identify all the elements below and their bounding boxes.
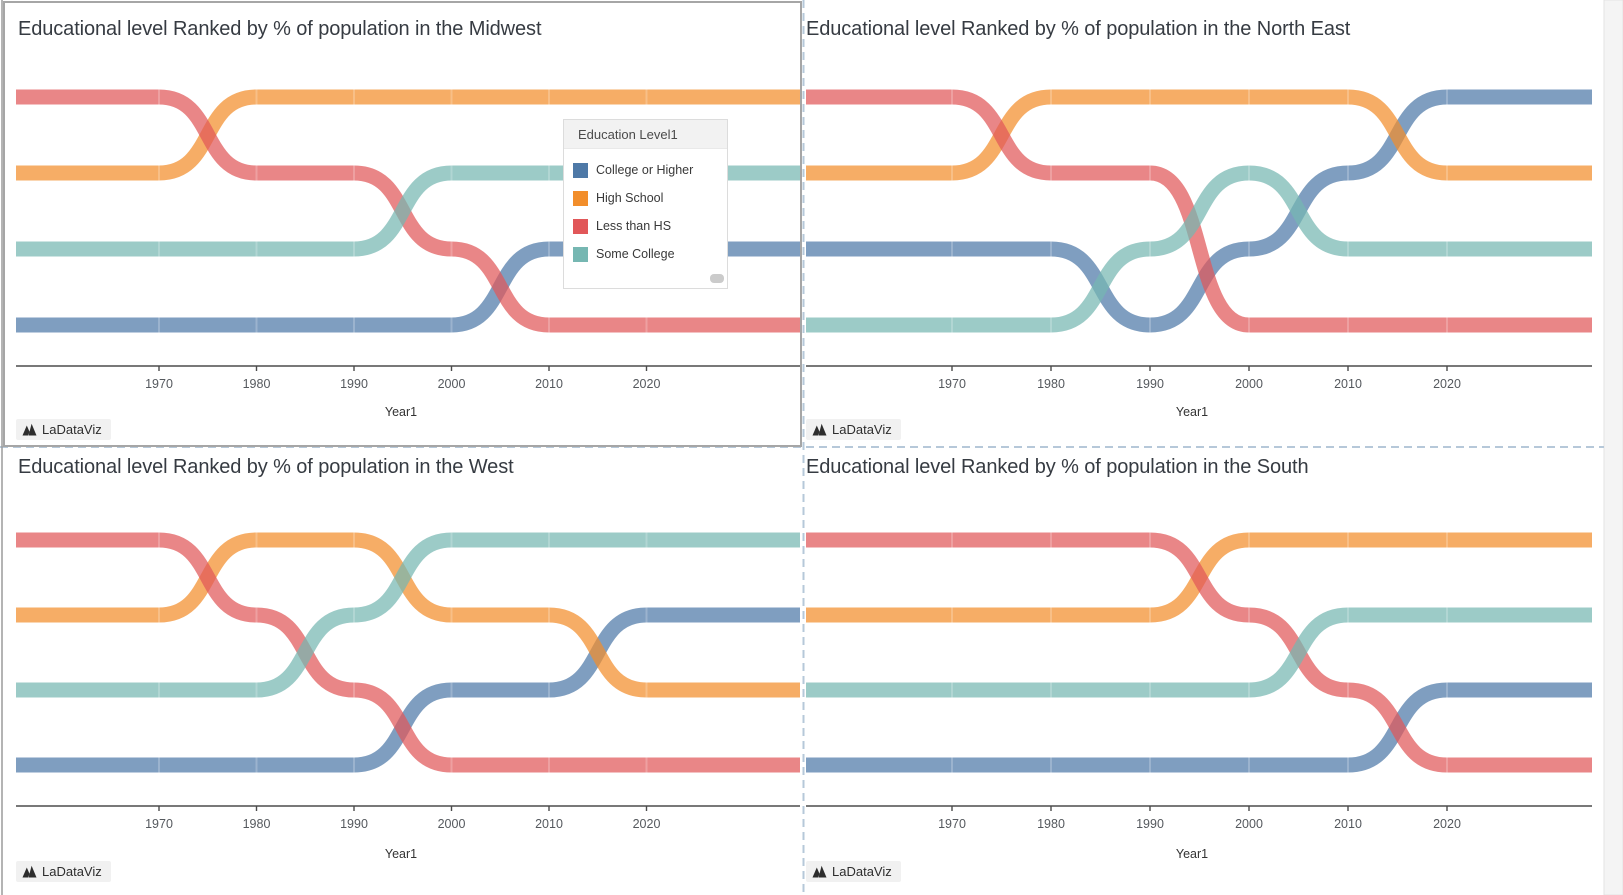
- legend-items: College or Higher High School Less than HS…: [564, 149, 727, 268]
- tick-label-2010-midwest: 2010: [535, 377, 563, 391]
- legend-item-college-or-higher[interactable]: College or Higher: [564, 156, 727, 184]
- mountain-icon: [812, 423, 827, 436]
- legend-item-some-college[interactable]: Some College: [564, 240, 727, 268]
- series-line-some-college-midwest[interactable]: [16, 165, 800, 257]
- watermark-label: LaDataViz: [832, 422, 892, 437]
- legend-scroll-thumb[interactable]: [710, 274, 724, 283]
- legend-title: Education Level1: [564, 120, 727, 149]
- series-line-high-school-midwest[interactable]: [16, 89, 800, 181]
- tick-label-2010-west: 2010: [535, 817, 563, 831]
- ladataviz-watermark: LaDataViz: [16, 419, 111, 440]
- ladataviz-watermark: LaDataViz: [16, 861, 111, 882]
- legend-label: College or Higher: [596, 163, 694, 177]
- series-line-some-college-south[interactable]: [806, 607, 1592, 698]
- watermark-label: LaDataViz: [42, 422, 102, 437]
- tick-label-1990-north-east: 1990: [1136, 377, 1164, 391]
- series-line-less-than-hs-north-east[interactable]: [806, 89, 1592, 333]
- right-margin-strip: [1603, 0, 1623, 895]
- x-axis-title-west: Year1: [384, 847, 418, 861]
- tick-label-1990-midwest: 1990: [340, 377, 368, 391]
- chart-title-west: Educational level Ranked by % of populat…: [18, 456, 514, 478]
- legend-item-less-than-hs[interactable]: Less than HS: [564, 212, 727, 240]
- chart-title-midwest: Educational level Ranked by % of populat…: [18, 18, 542, 40]
- tick-label-1980-south: 1980: [1037, 817, 1065, 831]
- series-line-college-or-higher-west[interactable]: [16, 607, 800, 773]
- watermark-label: LaDataViz: [832, 864, 892, 879]
- tick-label-2020-midwest: 2020: [632, 377, 661, 391]
- tick-label-1990-west: 1990: [340, 817, 368, 831]
- tick-label-2000-north-east: 2000: [1235, 377, 1263, 391]
- tick-label-2020-north-east: 2020: [1433, 377, 1461, 391]
- watermark-label: LaDataViz: [42, 864, 102, 879]
- tick-label-2000-midwest: 2000: [437, 377, 466, 391]
- tick-label-1970-midwest: 1970: [145, 377, 173, 391]
- x-axis-title-south: Year1: [1175, 847, 1209, 861]
- series-line-less-than-hs-south[interactable]: [806, 532, 1592, 773]
- legend-label: High School: [596, 191, 664, 205]
- legend-swatch-some-college: [573, 246, 588, 262]
- series-line-college-or-higher-midwest[interactable]: [16, 241, 800, 333]
- tick-label-1980-west: 1980: [242, 817, 271, 831]
- tick-label-1970-north-east: 1970: [938, 377, 966, 391]
- tick-label-1970-west: 1970: [145, 817, 173, 831]
- chart-title-south: Educational level Ranked by % of populat…: [806, 456, 1309, 478]
- tick-label-2010-south: 2010: [1334, 817, 1362, 831]
- mountain-icon: [22, 423, 37, 436]
- legend-swatch-less-than-hs: [573, 218, 588, 234]
- legend-label: Less than HS: [596, 219, 672, 233]
- x-axis-title-midwest: Year1: [384, 405, 418, 419]
- tick-label-2020-west: 2020: [632, 817, 661, 831]
- series-line-some-college-north-east[interactable]: [806, 165, 1592, 333]
- legend-swatch-college-or-higher: [573, 162, 588, 178]
- chart-title-north-east: Educational level Ranked by % of populat…: [806, 18, 1351, 40]
- legend-item-high-school[interactable]: High School: [564, 184, 727, 212]
- mountain-icon: [22, 865, 37, 878]
- series-line-college-or-higher-north-east[interactable]: [806, 89, 1592, 333]
- tick-label-1990-south: 1990: [1136, 817, 1164, 831]
- color-legend: Education Level1 College or Higher High S…: [563, 119, 728, 289]
- legend-label: Some College: [596, 247, 675, 261]
- tick-label-2020-south: 2020: [1433, 817, 1461, 831]
- tick-label-1980-north-east: 1980: [1037, 377, 1065, 391]
- series-line-less-than-hs-west[interactable]: [16, 532, 800, 773]
- tick-label-1970-south: 1970: [938, 817, 966, 831]
- legend-swatch-high-school: [573, 190, 588, 206]
- ladataviz-watermark: LaDataViz: [806, 861, 901, 882]
- series-line-college-or-higher-south[interactable]: [806, 682, 1592, 773]
- ladataviz-watermark: LaDataViz: [806, 419, 901, 440]
- tick-label-2000-south: 2000: [1235, 817, 1263, 831]
- tick-label-2000-west: 2000: [437, 817, 466, 831]
- tick-label-2010-north-east: 2010: [1334, 377, 1362, 391]
- selected-panel-border: [3, 1, 802, 447]
- series-line-some-college-west[interactable]: [16, 532, 800, 698]
- x-axis-title-north-east: Year1: [1175, 405, 1209, 419]
- series-line-high-school-north-east[interactable]: [806, 89, 1592, 181]
- mountain-icon: [812, 865, 827, 878]
- tick-label-1980-midwest: 1980: [242, 377, 271, 391]
